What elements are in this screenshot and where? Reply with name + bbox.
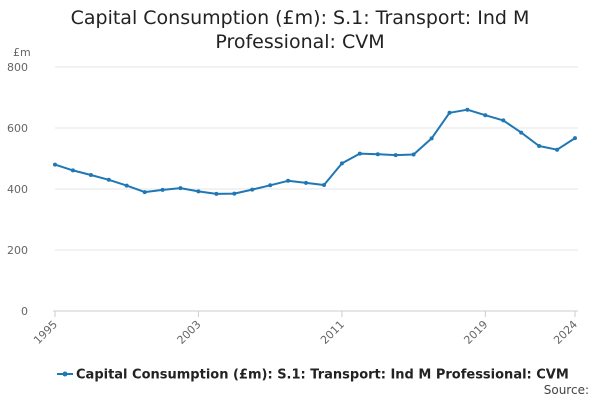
data-point[interactable] bbox=[447, 110, 452, 115]
data-point[interactable] bbox=[322, 183, 326, 187]
data-point[interactable] bbox=[160, 187, 165, 192]
series-layer bbox=[53, 107, 577, 196]
source-label: Source: bbox=[544, 383, 589, 397]
data-point[interactable] bbox=[501, 118, 506, 123]
data-point[interactable] bbox=[124, 183, 129, 188]
x-tick-label: 2003 bbox=[175, 318, 204, 347]
y-tick-label: 800 bbox=[7, 61, 28, 74]
legend[interactable]: Capital Consumption (£m): S.1: Transport… bbox=[57, 368, 569, 383]
data-point[interactable] bbox=[393, 153, 398, 158]
data-point[interactable] bbox=[429, 136, 434, 141]
axes: 0 200 400 600 800 1995 2003 2011 2019 2024 bbox=[7, 61, 580, 347]
data-point[interactable] bbox=[214, 191, 219, 196]
y-unit-label: £m bbox=[13, 46, 31, 59]
data-point[interactable] bbox=[286, 178, 291, 183]
data-point[interactable] bbox=[411, 152, 416, 157]
x-tick-label: 1995 bbox=[31, 318, 60, 347]
data-point[interactable] bbox=[53, 162, 57, 167]
data-point[interactable] bbox=[357, 151, 362, 156]
data-point[interactable] bbox=[537, 144, 542, 148]
chart-title: Capital Consumption (£m): S.1: Transport… bbox=[70, 7, 530, 53]
data-point[interactable] bbox=[519, 130, 524, 135]
data-point[interactable] bbox=[178, 186, 183, 191]
series-line bbox=[54, 108, 576, 195]
data-point[interactable] bbox=[88, 173, 93, 177]
data-point[interactable] bbox=[106, 177, 111, 182]
x-tick-label: 2019 bbox=[461, 318, 490, 347]
data-point[interactable] bbox=[573, 136, 577, 141]
data-point[interactable] bbox=[70, 168, 75, 173]
legend-label[interactable]: Capital Consumption (£m): S.1: Transport… bbox=[76, 368, 569, 383]
x-tick-label: 2024 bbox=[551, 318, 580, 347]
x-tick-label: 2011 bbox=[318, 318, 347, 347]
data-point[interactable] bbox=[196, 189, 201, 194]
data-point[interactable] bbox=[268, 183, 273, 188]
data-point[interactable] bbox=[483, 113, 488, 118]
data-point[interactable] bbox=[304, 180, 308, 185]
y-tick-label: 0 bbox=[21, 305, 28, 318]
data-point[interactable] bbox=[375, 152, 380, 157]
data-point[interactable] bbox=[339, 161, 344, 166]
data-point[interactable] bbox=[232, 191, 237, 196]
data-point[interactable] bbox=[250, 187, 255, 192]
y-tick-label: 600 bbox=[7, 122, 28, 135]
legend-marker-symbol bbox=[62, 371, 68, 377]
data-point[interactable] bbox=[465, 107, 470, 112]
gridlines bbox=[55, 66, 578, 251]
data-point[interactable] bbox=[555, 147, 560, 152]
y-tick-label: 400 bbox=[7, 183, 28, 196]
y-tick-label: 200 bbox=[7, 244, 28, 257]
data-point[interactable] bbox=[142, 190, 147, 195]
